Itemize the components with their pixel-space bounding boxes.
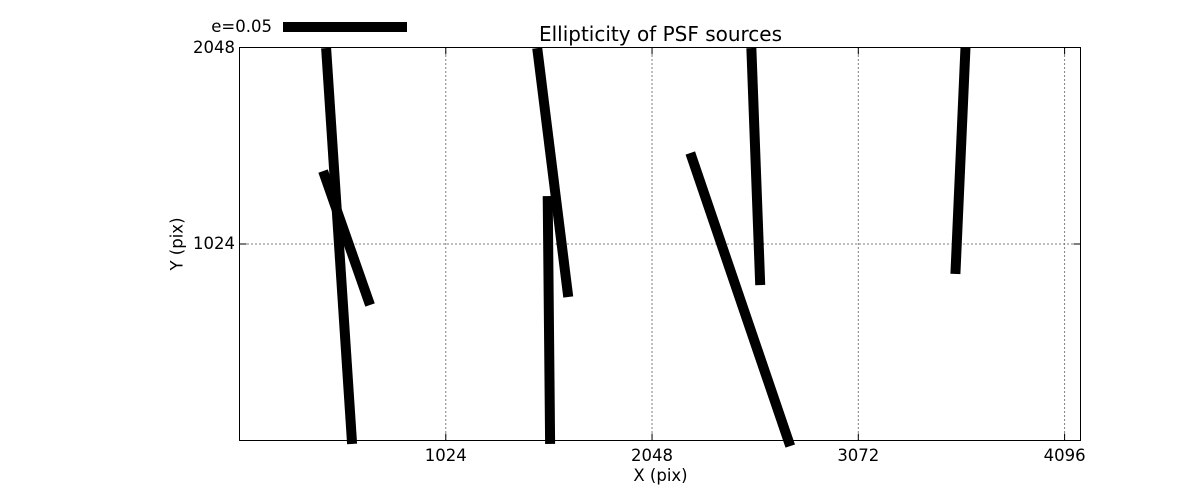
y-tick-label: 1024 bbox=[193, 234, 235, 253]
ellipticity-whisker bbox=[532, 47, 574, 298]
x-tick-label: 4096 bbox=[1043, 446, 1086, 465]
x-tick-label: 1024 bbox=[424, 446, 467, 465]
legend-label: e=0.05 bbox=[211, 17, 272, 36]
ellipticity-whisker bbox=[685, 151, 795, 448]
x-axis-label: X (pix) bbox=[633, 466, 688, 485]
x-tick-label: 3072 bbox=[837, 446, 880, 465]
chart-title: Ellipticity of PSF sources bbox=[538, 22, 783, 46]
ellipticity-whisker bbox=[321, 47, 358, 445]
ellipticity-whisker bbox=[542, 195, 556, 445]
x-tick-label: 2048 bbox=[631, 446, 674, 465]
y-tick-label: 2048 bbox=[193, 37, 235, 57]
ellipticity-whisker bbox=[746, 47, 766, 286]
legend-scale-bar bbox=[283, 22, 408, 32]
ellipticity-whisker bbox=[318, 169, 375, 307]
ellipticity-whisker bbox=[950, 47, 971, 275]
